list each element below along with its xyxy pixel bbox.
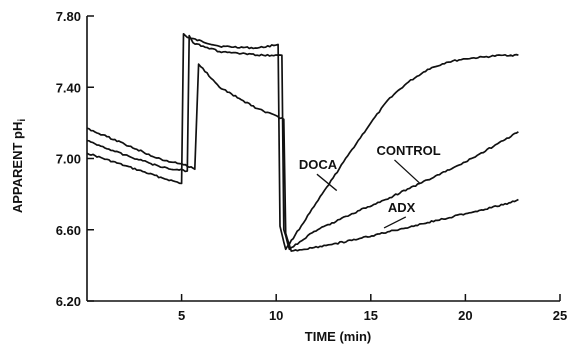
series-line-control xyxy=(86,34,519,251)
y-axis-title: APPARENT pHi xyxy=(10,119,28,213)
x-tick-label: 10 xyxy=(269,308,283,323)
y-tick-label: 6.20 xyxy=(56,294,81,309)
y-tick-label: 7.00 xyxy=(56,152,81,167)
y-tick-label: 7.40 xyxy=(56,80,81,95)
x-tick-label: 20 xyxy=(458,308,472,323)
x-tick-label: 5 xyxy=(178,308,185,323)
series-line-adx xyxy=(86,63,519,252)
ticks: 6.20 6.60 7.00 7.40 7.80 5 10 15 20 25 xyxy=(56,9,568,323)
y-axis-title-main: APPARENT pH xyxy=(10,122,25,213)
y-tick-label: 7.80 xyxy=(56,9,81,24)
series-line-doca xyxy=(86,32,519,251)
x-tick-label: 15 xyxy=(364,308,378,323)
x-axis-title: TIME (min) xyxy=(305,329,371,344)
series-lines xyxy=(86,32,519,252)
y-tick-label: 6.60 xyxy=(56,223,81,238)
annotation-control: CONTROL xyxy=(376,143,440,158)
annotations: DOCA CONTROL ADX xyxy=(299,143,441,229)
annotation-leader-adx xyxy=(383,216,407,229)
y-axis-title-subscript: i xyxy=(17,119,28,122)
annotation-doca: DOCA xyxy=(299,157,338,172)
annotation-adx: ADX xyxy=(388,200,416,215)
x-tick-label: 25 xyxy=(553,308,567,323)
annotation-leader-doca xyxy=(316,173,338,192)
annotation-leader-control xyxy=(394,159,421,184)
